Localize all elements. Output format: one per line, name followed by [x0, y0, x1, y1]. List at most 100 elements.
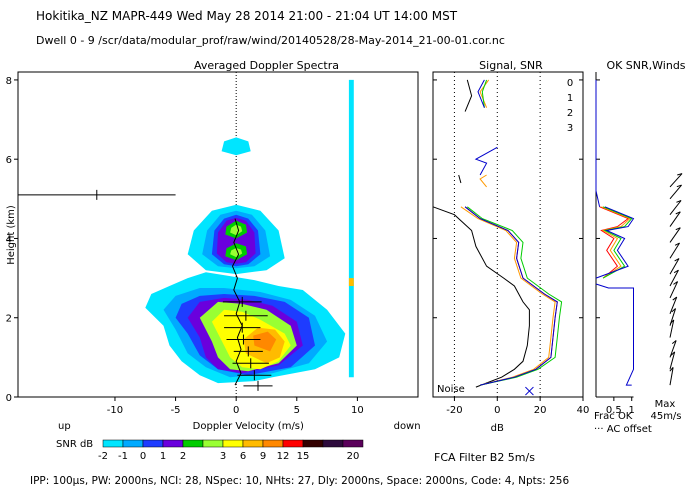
mean-velocity-line: [231, 218, 243, 386]
wind-arrow-12: [669, 200, 682, 215]
signal-series-8: [477, 79, 485, 108]
colorbar-swatch-0: [102, 439, 124, 448]
up-label: up: [58, 421, 71, 432]
colorbar-tick-6: 6: [240, 451, 246, 462]
header-line-1: Hokitika_NZ MAPR-449 Wed May 28 2014 21:…: [36, 9, 458, 23]
noise-label: Noise: [437, 384, 465, 395]
winds-legend-0: 0: [567, 78, 573, 89]
ac-offset-label: ··· AC offset: [594, 424, 652, 435]
spectra-xlabel: Doppler Velocity (m/s): [193, 421, 304, 432]
snr-contour-13: [230, 248, 243, 258]
signal-series-11: [479, 174, 487, 188]
wind-arrow-head-7: [673, 269, 679, 274]
down-label: down: [394, 421, 421, 432]
snr-contour-15: [230, 224, 243, 236]
max-value-label: 45m/s: [650, 411, 681, 422]
colorbar-label: SNR dB: [56, 439, 93, 450]
x-tick-label--10: -10: [107, 405, 123, 416]
colorbar-swatch-6: [222, 439, 244, 448]
signal-series-3: [466, 206, 563, 386]
colorbar-swatch-1: [122, 439, 144, 448]
x-tick-label-0: 0: [233, 405, 239, 416]
signal-cross-b: [525, 386, 534, 396]
wind-arrow-head-8: [674, 258, 680, 262]
winds-legend-2: 2: [567, 108, 573, 119]
wind-arrow-head-0: [669, 367, 674, 372]
data-layer: [18, 79, 683, 448]
snr-contour-17: [348, 79, 354, 378]
wind-arrow-5: [669, 296, 678, 314]
winds-x-tick-label-0: 0.5: [606, 405, 622, 416]
wind-arrow-head-10: [675, 227, 681, 231]
spectra-frame: [17, 71, 419, 398]
wind-arrow-14: [669, 173, 683, 188]
wind-arrow-head-11: [675, 211, 681, 215]
winds-series-0: [599, 206, 630, 279]
signal-series-6: [479, 79, 490, 108]
signal-x-tick-label--20: -20: [446, 405, 462, 416]
wind-arrow-head-12: [676, 200, 682, 203]
colorbar-swatch-4: [182, 439, 204, 448]
wind-arrow-head-9: [674, 242, 680, 246]
signal-x-tick-label-0: 0: [494, 405, 500, 416]
wind-arrow-head-4: [671, 308, 676, 313]
signal-series-0: [432, 206, 530, 388]
colorbar-tick-1: -1: [118, 451, 128, 462]
spectra-title: Averaged Doppler Spectra: [194, 59, 339, 72]
colorbar-tick-5: 3: [220, 451, 226, 462]
signal-series-10: [458, 174, 462, 184]
signal-title: Signal, SNR: [479, 59, 543, 72]
spectra-ylabel: Height (km): [6, 205, 17, 265]
colorbar-tick-7: 9: [260, 451, 266, 462]
wind-arrow-8: [669, 258, 680, 275]
wind-arrow-7: [669, 269, 679, 287]
colorbar-swatch-2: [142, 439, 164, 448]
winds-series-1: [601, 206, 631, 279]
wind-arrow-1: [669, 351, 676, 370]
wind-arrow-2: [669, 340, 677, 358]
wind-arrow-head-1: [670, 351, 676, 356]
wind-arrow-head-13: [676, 184, 682, 188]
wind-arrow-0: [669, 367, 674, 386]
winds-series-3: [595, 283, 634, 386]
snr-contour-18: [348, 278, 354, 286]
x-tick-label--5: -5: [171, 405, 181, 416]
colorbar-tick-8: 12: [277, 451, 290, 462]
winds-series-2: [602, 206, 633, 279]
signal-x-tick-label-40: 40: [577, 405, 590, 416]
wind-arrow-3: [669, 319, 675, 338]
wind-arrow-11: [669, 211, 681, 227]
colorbar-swatch-9: [282, 439, 304, 448]
max-label: Max: [655, 399, 676, 410]
colorbar-swatch-7: [242, 439, 264, 448]
colorbar-tick-3: 1: [160, 451, 166, 462]
winds-legend-3: 3: [567, 123, 573, 134]
y-tick-label-8: 8: [6, 76, 12, 87]
x-tick-label-5: 5: [294, 405, 300, 416]
colorbar-swatch-5: [202, 439, 224, 448]
colorbar-tick-9: 15: [297, 451, 310, 462]
colorbar-swatch-8: [262, 439, 284, 448]
x-tick-label-10: 10: [351, 405, 364, 416]
header-line-2: Dwell 0 - 9 /scr/data/modular_prof/raw/w…: [36, 34, 505, 47]
colorbar-swatch-11: [322, 439, 344, 448]
colorbar-swatch-3: [162, 439, 184, 448]
y-tick-label-0: 0: [6, 393, 12, 404]
colorbar-tick-0: -2: [98, 451, 108, 462]
winds-title: OK SNR,Winds: [606, 59, 685, 72]
y-tick-label-6: 6: [6, 155, 12, 166]
signal-frame: [432, 71, 584, 398]
colorbar-tick-4: 2: [180, 451, 186, 462]
colorbar-swatch-10: [302, 439, 324, 448]
colorbar-tick-2: 0: [140, 451, 146, 462]
wind-arrow-6: [669, 281, 679, 299]
snr-contour-7: [253, 331, 277, 352]
winds-legend-1: 1: [567, 93, 573, 104]
wind-arrow-9: [669, 242, 680, 259]
wind-arrow-head-14: [677, 173, 683, 176]
winds-series-4: [595, 206, 635, 279]
signal-series-4: [464, 206, 558, 386]
wind-arrow-13: [669, 184, 682, 200]
